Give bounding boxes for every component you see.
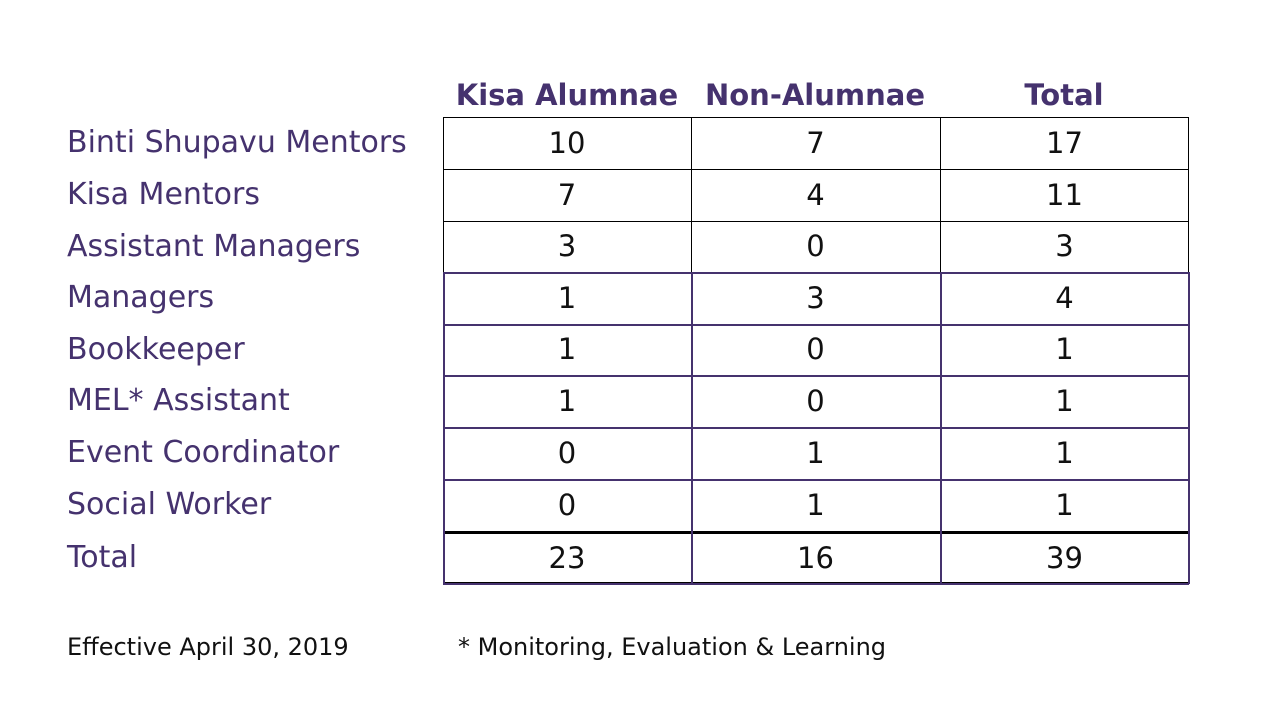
table-cell-kisa-alumnae: 0 (557, 488, 577, 522)
table-cell-kisa-alumnae: 10 (548, 126, 586, 160)
effective-date: Effective April 30, 2019 (67, 633, 349, 661)
table-gridline (443, 427, 1189, 429)
table-cell-non-alumnae: 16 (797, 541, 834, 575)
table-gridline (443, 324, 1189, 326)
data-table: 10 7 17 7 4 11 3 0 3 1 3 4 1 0 1 1 0 1 0 1 1 0 1 1 23 16 39 (443, 117, 1190, 585)
table-cell-total: 1 (1055, 384, 1074, 418)
table-gridline (443, 479, 1189, 481)
table-header-row: Kisa Alumnae Non-Alumnae Total (0, 74, 1288, 116)
table-gridline (443, 583, 1189, 585)
footnote: * Monitoring, Evaluation & Learning (458, 633, 887, 661)
table-cell-kisa-alumnae: 1 (557, 281, 577, 315)
table-cell-kisa-alumnae: 7 (557, 178, 577, 212)
row-label-event-coordinator: Event Coordinator (67, 435, 340, 470)
row-label-managers: Managers (67, 280, 215, 315)
column-header-total: Total (1024, 78, 1104, 112)
table-cell-non-alumnae: 0 (806, 384, 825, 418)
table-cell-total: 3 (1055, 229, 1074, 263)
table-cell-total: 39 (1046, 541, 1083, 575)
table-cell-non-alumnae: 4 (806, 178, 825, 212)
table-cell-non-alumnae: 0 (806, 229, 825, 263)
column-header-non-alumnae: Non-Alumnae (704, 78, 925, 112)
table-gridline (443, 375, 1189, 377)
table-gridline (443, 221, 1189, 222)
table-gridline (1188, 117, 1189, 272)
table-cell-kisa-alumnae: 23 (548, 541, 586, 575)
table-cell-non-alumnae: 3 (806, 281, 825, 315)
table-cell-non-alumnae: 1 (806, 488, 825, 522)
table-cell-non-alumnae: 7 (806, 126, 825, 160)
table-gridline (443, 582, 1189, 583)
table-gridline (443, 531, 1189, 534)
table-gridline (443, 272, 445, 584)
table-cell-total: 17 (1046, 126, 1083, 160)
row-label-total: Total (67, 540, 138, 575)
table-cell-total: 1 (1055, 488, 1074, 522)
table-cell-total: 1 (1055, 332, 1074, 366)
table-gridline (940, 272, 942, 584)
table-cell-kisa-alumnae: 1 (557, 384, 577, 418)
table-gridline (1188, 272, 1190, 584)
table-gridline (691, 272, 693, 584)
table-cell-total: 4 (1055, 281, 1074, 315)
row-label-kisa-mentors: Kisa Mentors (67, 177, 260, 212)
table-gridline (443, 169, 1189, 170)
row-label-social-worker: Social Worker (67, 487, 272, 522)
row-label-binti-shupavu-mentors: Binti Shupavu Mentors (67, 125, 407, 160)
table-cell-kisa-alumnae: 3 (557, 229, 577, 263)
table-gridline (443, 117, 1189, 118)
table-cell-kisa-alumnae: 1 (557, 332, 577, 366)
column-header-kisa-alumnae: Kisa Alumnae (455, 78, 679, 112)
row-label-assistant-managers: Assistant Managers (67, 229, 361, 264)
table-cell-total: 1 (1055, 436, 1074, 470)
table-gridline (691, 117, 692, 272)
table-cell-kisa-alumnae: 0 (557, 436, 577, 470)
row-label-bookkeeper: Bookkeeper (67, 332, 245, 367)
table-cell-non-alumnae: 1 (806, 436, 825, 470)
table-cell-non-alumnae: 0 (806, 332, 825, 366)
table-gridline (443, 272, 1189, 274)
table-gridline (443, 117, 444, 272)
row-label-mel-assistant: MEL* Assistant (67, 383, 290, 418)
table-cell-total: 11 (1046, 178, 1083, 212)
table-gridline (940, 117, 941, 272)
